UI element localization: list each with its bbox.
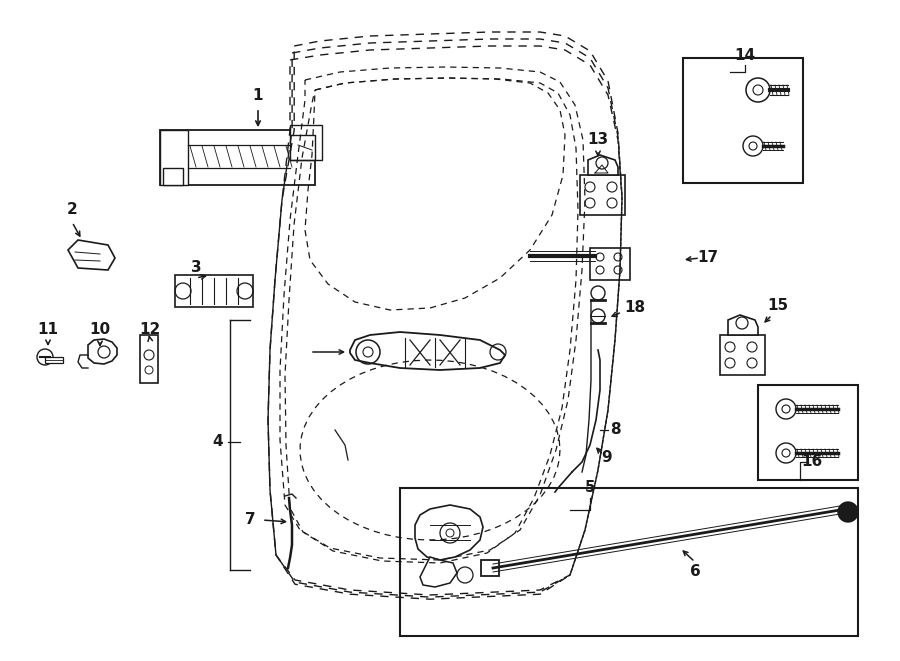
Text: 9: 9 [602, 451, 612, 465]
Bar [290, 125, 322, 160]
Text: 18: 18 [625, 301, 645, 315]
Polygon shape [728, 315, 758, 335]
Bar [481, 560, 499, 576]
Text: 1: 1 [253, 87, 263, 102]
Bar [160, 130, 188, 185]
Polygon shape [420, 557, 457, 587]
Text: 11: 11 [38, 323, 58, 338]
Text: 10: 10 [89, 323, 111, 338]
Circle shape [838, 502, 858, 522]
Polygon shape [88, 339, 117, 364]
Text: 2: 2 [67, 202, 77, 217]
Text: 16: 16 [801, 455, 823, 469]
Bar [580, 175, 625, 215]
Text: 4: 4 [212, 434, 223, 449]
Polygon shape [415, 505, 483, 560]
Text: 7: 7 [245, 512, 256, 527]
Text: 5: 5 [585, 481, 595, 496]
Bar [140, 335, 158, 383]
Bar [160, 130, 315, 185]
Bar [590, 248, 630, 280]
Text: 13: 13 [588, 132, 608, 147]
Bar [400, 488, 858, 636]
Text: 17: 17 [698, 251, 718, 266]
Polygon shape [588, 155, 618, 175]
Bar [758, 385, 858, 480]
Bar [163, 168, 183, 185]
Polygon shape [68, 240, 115, 270]
Bar [175, 275, 253, 307]
Bar [45, 357, 63, 363]
Bar [720, 335, 765, 375]
Text: 12: 12 [140, 323, 160, 338]
Text: 14: 14 [734, 48, 756, 63]
Polygon shape [350, 332, 505, 370]
Text: 6: 6 [689, 564, 700, 580]
Text: 3: 3 [191, 260, 202, 276]
Bar [683, 58, 803, 183]
Text: 8: 8 [609, 422, 620, 438]
Text: 15: 15 [768, 297, 788, 313]
